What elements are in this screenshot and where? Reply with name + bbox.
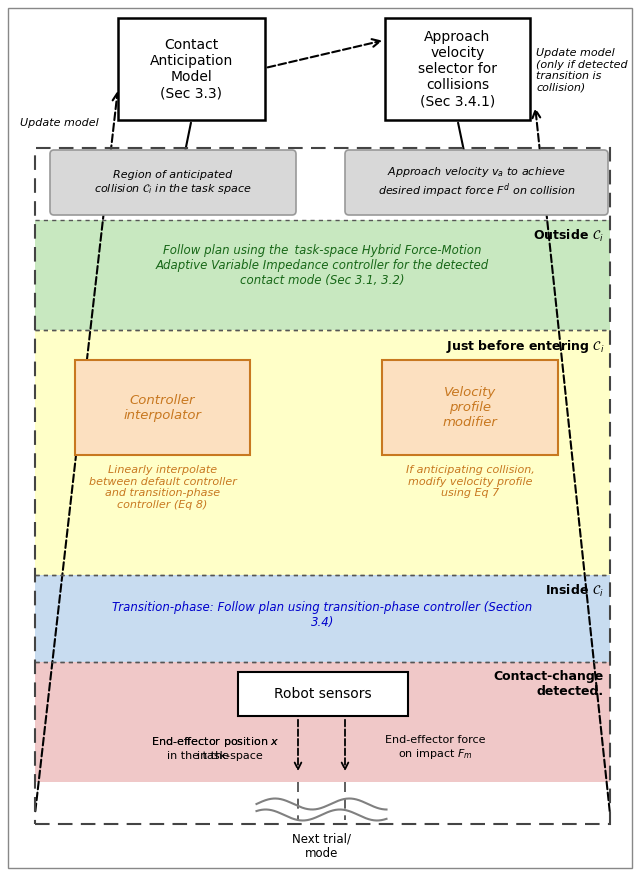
- Bar: [75, 360, 250, 455]
- Text: If anticipating collision,
modify velocity profile
using Eq 7: If anticipating collision, modify veloci…: [406, 465, 534, 498]
- Bar: [35, 330, 610, 575]
- Bar: [35, 148, 610, 824]
- FancyBboxPatch shape: [50, 150, 296, 215]
- Text: Follow plan using the  task-space Hybrid Force-Motion
Adaptive Variable Impedanc: Follow plan using the task-space Hybrid …: [156, 244, 489, 287]
- Text: End-effector position $x$
in the: End-effector position $x$ in the: [151, 735, 279, 760]
- Text: Next trial/
mode: Next trial/ mode: [292, 832, 351, 860]
- Bar: [118, 18, 265, 120]
- Bar: [382, 360, 558, 455]
- Text: Controller
interpolator: Controller interpolator: [124, 393, 202, 421]
- Text: Approach
velocity
selector for
collisions
(Sec 3.4.1): Approach velocity selector for collision…: [418, 30, 497, 109]
- FancyBboxPatch shape: [345, 150, 608, 215]
- Text: Velocity
profile
modifier: Velocity profile modifier: [443, 386, 497, 429]
- Text: Outside $\mathcal{C}_i$: Outside $\mathcal{C}_i$: [533, 228, 604, 244]
- Text: Contact-change
detected.: Contact-change detected.: [493, 670, 604, 698]
- Text: Inside $\mathcal{C}_i$: Inside $\mathcal{C}_i$: [545, 583, 604, 599]
- Text: End-effector force
on impact $F_m$: End-effector force on impact $F_m$: [385, 735, 485, 761]
- Text: Contact
Anticipation
Model
(Sec 3.3): Contact Anticipation Model (Sec 3.3): [150, 38, 233, 100]
- Text: Update model
(only if detected
transition is
collision): Update model (only if detected transitio…: [536, 48, 628, 93]
- Bar: [35, 575, 610, 662]
- Bar: [35, 220, 610, 330]
- Bar: [385, 18, 530, 120]
- Text: Just before entering $\mathcal{C}_i$: Just before entering $\mathcal{C}_i$: [445, 338, 604, 355]
- Text: Region of anticipated
collision $\mathcal{C}_i$ in the task space: Region of anticipated collision $\mathca…: [94, 169, 252, 195]
- Bar: [238, 672, 408, 716]
- Text: End-effector position $x$
in the task-space: End-effector position $x$ in the task-sp…: [151, 735, 279, 760]
- Text: Linearly interpolate
between default controller
and transition-phase
controller : Linearly interpolate between default con…: [88, 465, 236, 510]
- Bar: [35, 662, 610, 782]
- Text: Transition-phase: Follow plan using transition-phase controller (Section
3.4): Transition-phase: Follow plan using tran…: [113, 601, 532, 629]
- Text: Update model: Update model: [20, 118, 99, 128]
- Text: Approach velocity $v_a$ to achieve
desired impact force $F^d$ on collision: Approach velocity $v_a$ to achieve desir…: [378, 165, 575, 200]
- Text: Robot sensors: Robot sensors: [274, 687, 372, 701]
